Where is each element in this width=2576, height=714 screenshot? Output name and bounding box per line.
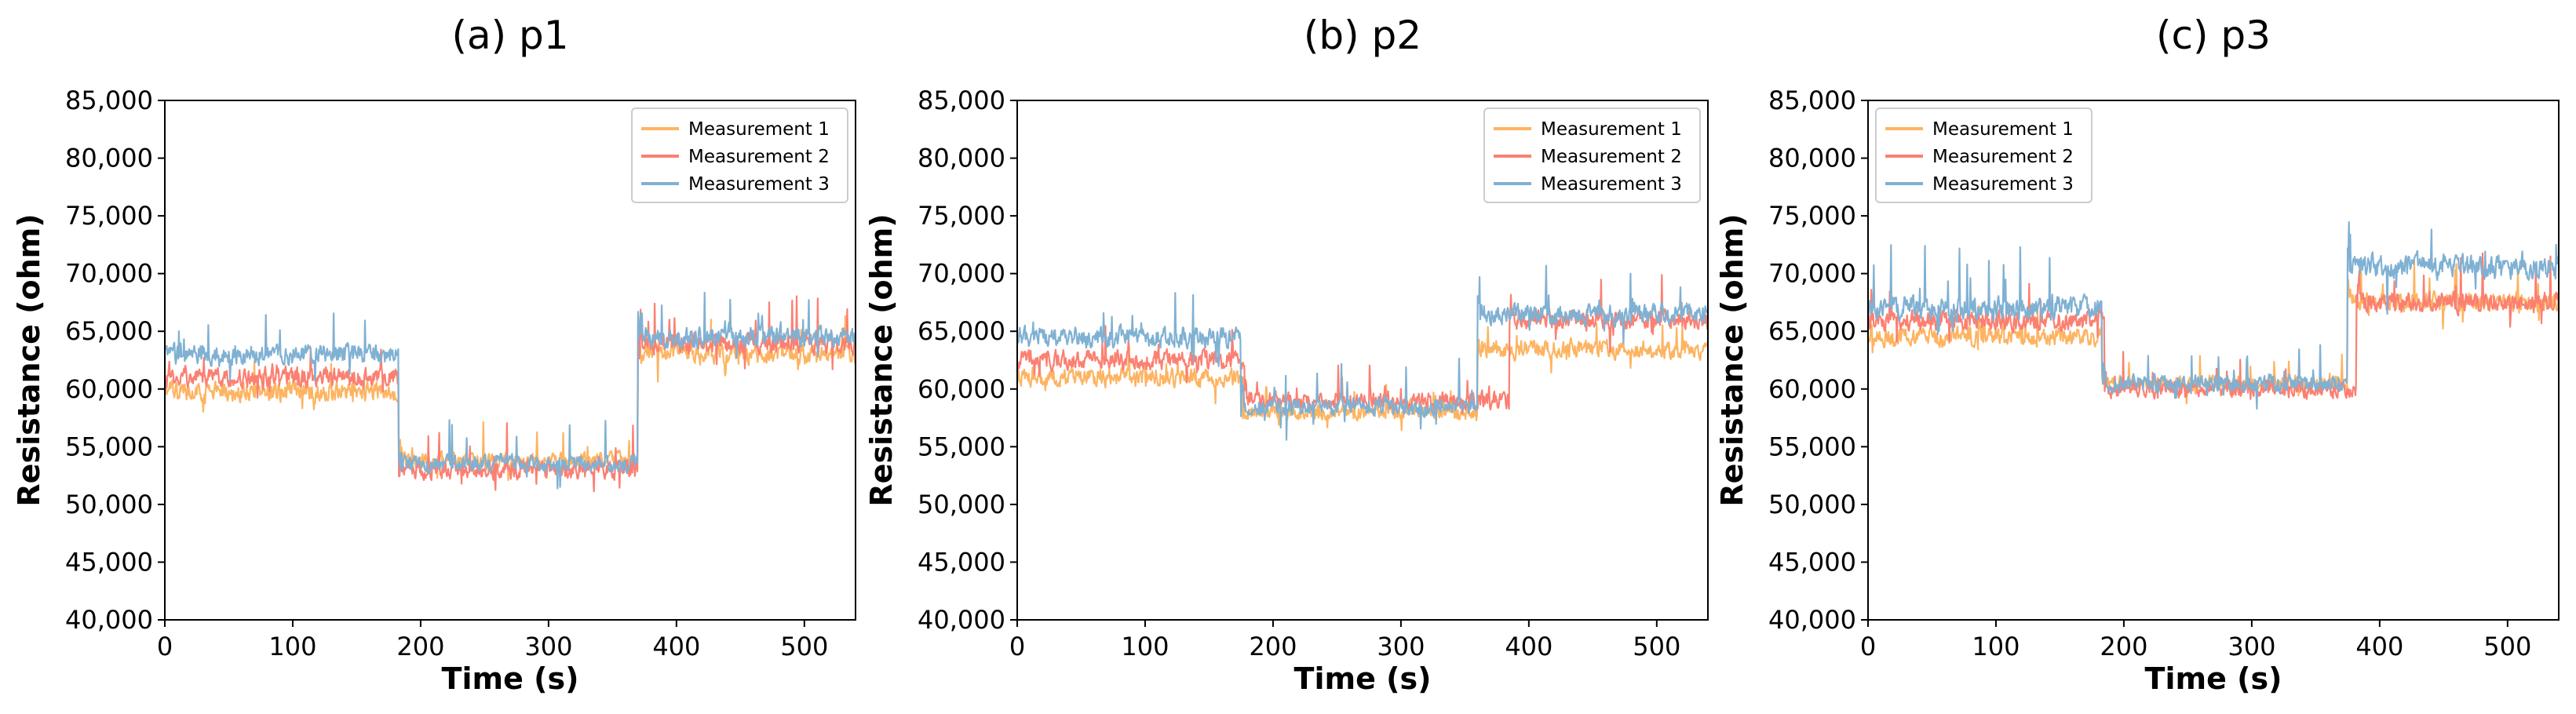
chart-title: (a) p1 — [451, 13, 568, 58]
series-group — [1868, 221, 2559, 410]
x-tick-label: 200 — [1249, 632, 1297, 661]
x-axis-label: Time (s) — [442, 661, 579, 696]
y-tick-label: 45,000 — [1768, 547, 1856, 577]
y-tick-label: 70,000 — [918, 259, 1005, 289]
legend: Measurement 1 Measurement 2 Measurement 3 — [631, 107, 848, 203]
legend-box — [631, 107, 848, 203]
y-tick-label: 75,000 — [1768, 201, 1856, 231]
series-line-measurement-3 — [1017, 264, 1708, 441]
y-axis-label: Resistance (ohm) — [1715, 213, 1750, 506]
y-tick-label: 40,000 — [918, 605, 1005, 635]
plot-frame — [1016, 100, 1709, 621]
chart-panel-3: (c) p3 40,000 45,000 50,000 55,000 60,000 65,0… — [1715, 13, 2560, 696]
y-tick-label: 50,000 — [1768, 490, 1856, 519]
x-tick-label: 100 — [1972, 632, 2020, 661]
series-group — [165, 292, 856, 493]
legend-label-measurement-3: Measurement 3 — [1932, 174, 2074, 195]
x-tick-label: 400 — [2355, 632, 2403, 661]
y-tick-label: 40,000 — [1768, 605, 1856, 635]
chart-panel-2: (b) p2 40,000 45,000 50,000 55,000 60,000 65,0… — [864, 13, 1709, 696]
legend-label-measurement-2: Measurement 2 — [1932, 147, 2074, 167]
legend-label-measurement-2: Measurement 2 — [1541, 147, 1682, 167]
series-line-measurement-2 — [165, 295, 856, 493]
y-tick-label: 60,000 — [918, 374, 1005, 404]
y-tick-label: 85,000 — [918, 86, 1005, 115]
x-tick-label: 0 — [157, 632, 173, 661]
y-tick-label: 70,000 — [1768, 259, 1856, 289]
x-tick-label: 400 — [1505, 632, 1553, 661]
y-tick-label: 55,000 — [1768, 432, 1856, 461]
x-tick-label: 500 — [2483, 632, 2531, 661]
chart-panel-1: (a) p1 40,000 45,000 50,000 55,000 60,000 65,0… — [12, 13, 856, 696]
legend-box — [1875, 107, 2093, 203]
x-tick-label: 200 — [2100, 632, 2147, 661]
y-tick-label: 65,000 — [918, 316, 1005, 346]
y-tick-label: 75,000 — [918, 201, 1005, 231]
y-tick-label: 45,000 — [918, 547, 1005, 577]
plot-frame — [1867, 100, 2560, 621]
chart-title: (c) p3 — [2156, 13, 2271, 58]
y-tick-label: 75,000 — [65, 201, 153, 231]
y-tick-label: 65,000 — [1768, 316, 1856, 346]
series-group — [1017, 264, 1708, 441]
y-axis-label: Resistance (ohm) — [864, 213, 899, 506]
x-tick-label: 500 — [1633, 632, 1680, 661]
y-tick-label: 60,000 — [1768, 374, 1856, 404]
y-tick-label: 65,000 — [65, 316, 153, 346]
x-tick-label: 100 — [268, 632, 316, 661]
y-tick-label: 70,000 — [65, 259, 153, 289]
x-tick-label: 500 — [780, 632, 828, 661]
x-axis-label: Time (s) — [1294, 661, 1432, 696]
y-tick-label: 55,000 — [918, 432, 1005, 461]
y-tick-label: 60,000 — [65, 374, 153, 404]
legend-label-measurement-3: Measurement 3 — [688, 174, 830, 195]
y-tick-label: 80,000 — [1768, 144, 1856, 173]
y-axis-label: Resistance (ohm) — [12, 213, 46, 506]
series-line-measurement-1 — [1868, 259, 2559, 405]
x-tick-label: 0 — [1009, 632, 1025, 661]
x-axis-label: Time (s) — [2145, 661, 2282, 696]
legend-label-measurement-1: Measurement 1 — [1541, 119, 1682, 140]
x-tick-label: 100 — [1121, 632, 1169, 661]
y-tick-label: 85,000 — [1768, 86, 1856, 115]
plot-frame — [164, 100, 856, 621]
x-tick-label: 300 — [2228, 632, 2275, 661]
series-line-measurement-2 — [1017, 274, 1708, 415]
legend-label-measurement-3: Measurement 3 — [1541, 174, 1682, 195]
legend-box — [1483, 107, 1701, 203]
y-tick-label: 80,000 — [918, 144, 1005, 173]
x-tick-label: 300 — [1377, 632, 1425, 661]
y-tick-label: 55,000 — [65, 432, 153, 461]
y-tick-label: 45,000 — [65, 547, 153, 577]
chart-title: (b) p2 — [1304, 13, 1421, 58]
y-tick-label: 50,000 — [65, 490, 153, 519]
legend: Measurement 1 Measurement 2 Measurement 3 — [1875, 107, 2093, 203]
legend-label-measurement-1: Measurement 1 — [688, 119, 830, 140]
x-tick-label: 400 — [652, 632, 700, 661]
series-line-measurement-3 — [1868, 221, 2559, 410]
legend-label-measurement-1: Measurement 1 — [1932, 119, 2074, 140]
y-tick-label: 85,000 — [65, 86, 153, 115]
x-tick-label: 200 — [396, 632, 444, 661]
y-tick-label: 40,000 — [65, 605, 153, 635]
legend: Measurement 1 Measurement 2 Measurement 3 — [1483, 107, 1701, 203]
y-tick-label: 50,000 — [918, 490, 1005, 519]
legend-label-measurement-2: Measurement 2 — [688, 147, 830, 167]
x-tick-label: 300 — [524, 632, 572, 661]
series-line-measurement-3 — [165, 292, 856, 490]
series-line-measurement-1 — [1017, 322, 1708, 432]
y-tick-label: 80,000 — [65, 144, 153, 173]
x-tick-label: 0 — [1860, 632, 1876, 661]
